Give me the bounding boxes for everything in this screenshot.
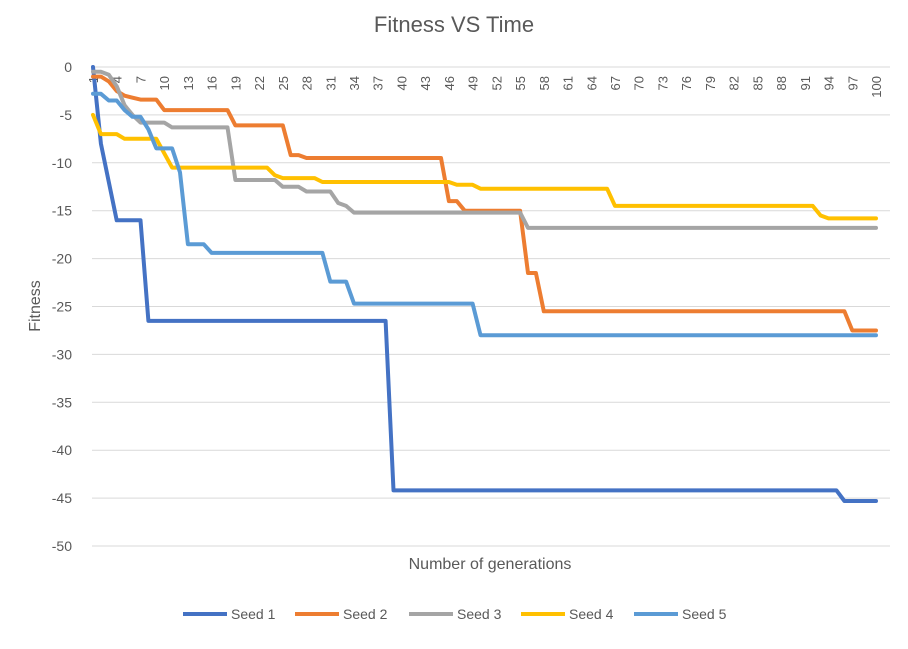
legend-label: Seed 1 xyxy=(231,606,276,622)
legend-item-seed-1: Seed 1 xyxy=(183,606,276,622)
series-line-seed-1 xyxy=(91,65,878,503)
x-tick-label: 46 xyxy=(442,76,457,90)
series-line-seed-4 xyxy=(91,112,878,221)
x-axis-label: Number of generations xyxy=(409,556,572,573)
legend-label: Seed 3 xyxy=(457,606,502,622)
x-tick-label: 82 xyxy=(727,76,742,90)
y-tick-label: 0 xyxy=(64,59,72,75)
y-tick-label: -35 xyxy=(52,394,72,410)
legend-label: Seed 4 xyxy=(569,606,614,622)
x-tick-label: 16 xyxy=(205,76,220,90)
x-axis-ticks: 1 4 7 10 13 16 19 22 25 28 31 34 37 40 43 46 49 52 55 58 61 6… xyxy=(86,76,884,98)
x-tick-label: 4 xyxy=(110,76,125,83)
y-tick-label: -10 xyxy=(52,155,72,171)
x-tick-label: 76 xyxy=(679,76,694,90)
x-tick-label: 37 xyxy=(371,76,386,90)
x-tick-label: 88 xyxy=(774,76,789,90)
x-tick-label: 55 xyxy=(513,76,528,90)
y-axis-ticks: 0 -5 -10 -15 -20 -25 -30 -35 -40 -45 -50 xyxy=(52,59,72,554)
x-tick-label: 10 xyxy=(157,76,172,90)
x-tick-label: 91 xyxy=(798,76,813,90)
series-line-seed-5 xyxy=(91,91,878,338)
y-tick-label: -25 xyxy=(52,299,72,315)
gridlines xyxy=(92,66,890,547)
legend: Seed 1 Seed 2 Seed 3 Seed 4 Seed 5 xyxy=(183,606,727,622)
y-tick-label: -20 xyxy=(52,251,72,267)
legend-item-seed-4: Seed 4 xyxy=(521,606,614,622)
y-axis-label: Fitness xyxy=(27,280,44,332)
x-tick-label: 31 xyxy=(323,76,338,90)
series-line-seed-3 xyxy=(91,69,878,230)
y-tick-label: -50 xyxy=(52,538,72,554)
y-tick-label: -45 xyxy=(52,490,72,506)
y-tick-label: -30 xyxy=(52,346,72,362)
x-tick-label: 94 xyxy=(822,76,837,90)
y-tick-label: -15 xyxy=(52,203,72,219)
x-tick-label: 79 xyxy=(703,76,718,90)
x-tick-label: 97 xyxy=(845,76,860,90)
series-line-seed-2 xyxy=(91,74,878,333)
x-tick-label: 49 xyxy=(466,76,481,90)
x-tick-label: 67 xyxy=(608,76,623,90)
x-tick-label: 70 xyxy=(632,76,647,90)
x-tick-label: 40 xyxy=(394,76,409,90)
legend-item-seed-3: Seed 3 xyxy=(409,606,502,622)
y-tick-label: -5 xyxy=(60,107,73,123)
x-tick-label: 22 xyxy=(252,76,267,90)
legend-label: Seed 2 xyxy=(343,606,388,622)
x-tick-label: 58 xyxy=(537,76,552,90)
legend-item-seed-2: Seed 2 xyxy=(295,606,388,622)
legend-item-seed-5: Seed 5 xyxy=(634,606,727,622)
x-tick-label: 19 xyxy=(228,76,243,90)
x-tick-label: 7 xyxy=(133,76,148,83)
x-tick-label: 52 xyxy=(489,76,504,90)
x-tick-label: 100 xyxy=(869,76,884,98)
x-tick-label: 61 xyxy=(561,76,576,90)
x-tick-label: 64 xyxy=(584,76,599,90)
x-tick-label: 73 xyxy=(655,76,670,90)
chart-title: Fitness VS Time xyxy=(374,12,534,37)
series-lines xyxy=(91,65,878,503)
x-tick-label: 28 xyxy=(300,76,315,90)
legend-label: Seed 5 xyxy=(682,606,727,622)
x-tick-label: 85 xyxy=(750,76,765,90)
x-tick-label: 34 xyxy=(347,76,362,90)
y-tick-label: -40 xyxy=(52,442,72,458)
x-tick-label: 43 xyxy=(418,76,433,90)
x-tick-label: 13 xyxy=(181,76,196,90)
x-tick-label: 25 xyxy=(276,76,291,90)
